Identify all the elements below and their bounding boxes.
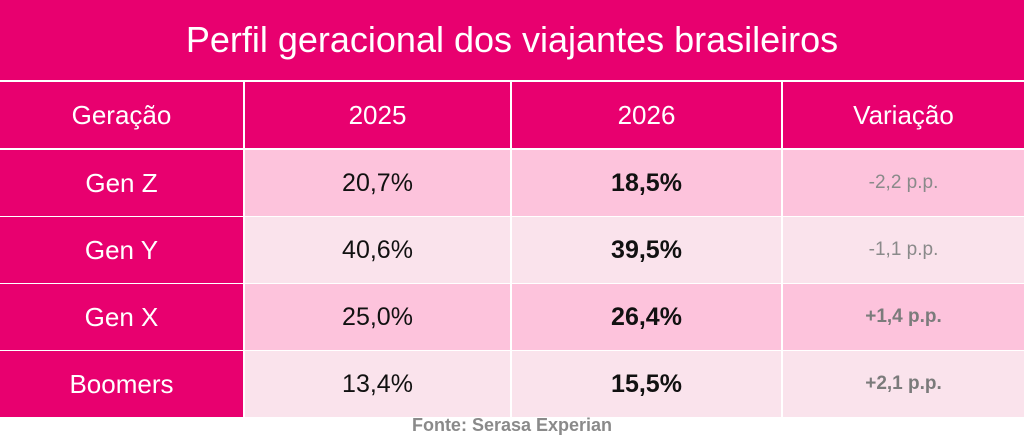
table-title: Perfil geracional dos viajantes brasilei…: [0, 0, 1024, 80]
cell-2026: 15,5%: [512, 351, 783, 417]
header-2025: 2025: [245, 82, 512, 148]
cell-2026: 26,4%: [512, 284, 783, 350]
cell-variacao: +2,1 p.p.: [783, 351, 1024, 417]
cell-2025: 25,0%: [245, 284, 512, 350]
header-geracao: Geração: [0, 82, 245, 148]
header-variacao: Variação: [783, 82, 1024, 148]
source-note: Fonte: Serasa Experian: [411, 415, 613, 435]
cell-2025: 20,7%: [245, 150, 512, 216]
table-row-boomers: Boomers 13,4% 15,5% +2,1 p.p.: [0, 351, 1024, 417]
cell-2025: 40,6%: [245, 217, 512, 283]
cell-geracao: Gen Y: [0, 217, 245, 283]
cell-geracao: Boomers: [0, 351, 245, 417]
cell-variacao: -2,2 p.p.: [783, 150, 1024, 216]
cell-variacao: -1,1 p.p.: [783, 217, 1024, 283]
cell-2025: 13,4%: [245, 351, 512, 417]
header-2026: 2026: [512, 82, 783, 148]
table-header-row: Geração 2025 2026 Variação: [0, 82, 1024, 148]
cell-geracao: Gen X: [0, 284, 245, 350]
table-row-gen-y: Gen Y 40,6% 39,5% -1,1 p.p.: [0, 217, 1024, 283]
table-row-gen-x: Gen X 25,0% 26,4% +1,4 p.p.: [0, 284, 1024, 350]
cell-variacao: +1,4 p.p.: [783, 284, 1024, 350]
cell-2026: 39,5%: [512, 217, 783, 283]
table-title-text: Perfil geracional dos viajantes brasilei…: [185, 19, 839, 60]
cell-2026: 18,5%: [512, 150, 783, 216]
table-row-gen-z: Gen Z 20,7% 18,5% -2,2 p.p.: [0, 150, 1024, 216]
cell-geracao: Gen Z: [0, 150, 245, 216]
